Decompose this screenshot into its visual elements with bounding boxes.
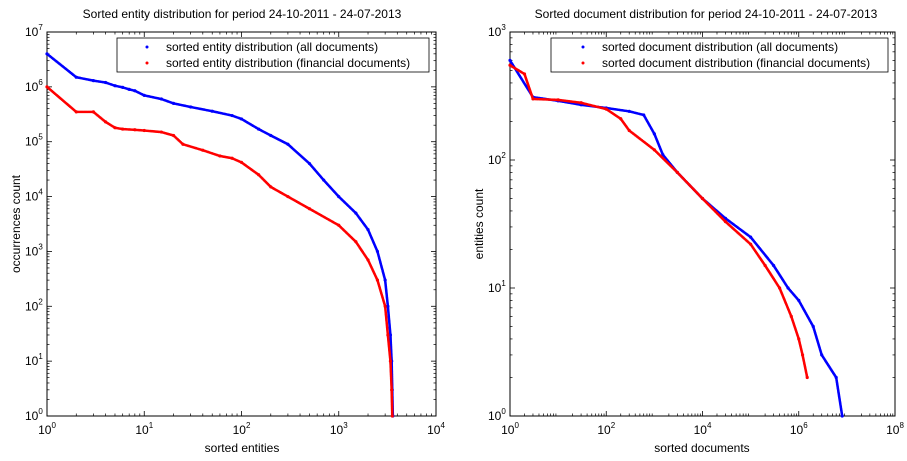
y-axis-label: entities count bbox=[472, 188, 486, 259]
legend-marker-0 bbox=[581, 45, 585, 49]
plot-area bbox=[509, 31, 896, 417]
data-point bbox=[840, 414, 844, 418]
legend: sorted entity distribution (all document… bbox=[116, 37, 430, 73]
chart-title: Sorted entity distribution for period 24… bbox=[83, 7, 402, 21]
data-point bbox=[390, 414, 394, 418]
legend-label-0: sorted document distribution (all docume… bbox=[602, 40, 838, 54]
data-point bbox=[805, 375, 809, 380]
data-points bbox=[508, 58, 844, 418]
legend-label-1: sorted entity distribution (financial do… bbox=[166, 56, 410, 70]
legend-marker-1 bbox=[145, 61, 149, 65]
legend-label-0: sorted entity distribution (all document… bbox=[166, 40, 378, 54]
chart-title: Sorted document distribution for period … bbox=[535, 7, 878, 21]
plot-area bbox=[46, 31, 437, 417]
legend-box bbox=[116, 37, 430, 73]
legend-box bbox=[550, 37, 889, 73]
entity-distribution-chart: Sorted entity distribution for period 24… bbox=[9, 7, 445, 455]
legend: sorted document distribution (all docume… bbox=[550, 37, 889, 73]
x-axis-label: sorted documents bbox=[654, 441, 749, 455]
y-axis-label: occurrences count bbox=[9, 174, 23, 273]
x-axis-label: sorted entities bbox=[205, 441, 280, 455]
document-distribution-chart: Sorted document distribution for period … bbox=[472, 7, 904, 455]
ticks bbox=[46, 31, 437, 417]
ticks bbox=[509, 31, 896, 417]
data-points bbox=[45, 52, 395, 418]
legend-marker-1 bbox=[581, 61, 585, 65]
legend-label-1: sorted document distribution (financial … bbox=[602, 56, 870, 70]
legend-marker-0 bbox=[145, 45, 149, 49]
